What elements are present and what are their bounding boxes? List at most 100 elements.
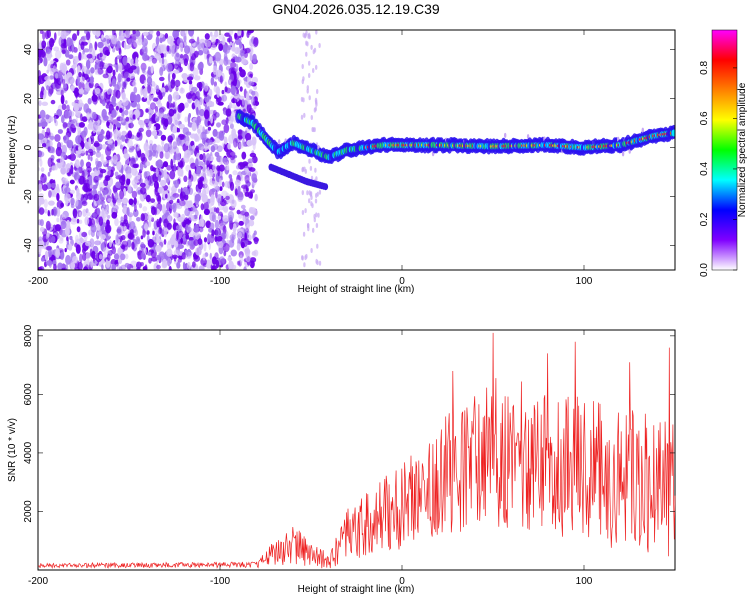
spectrogram-cell (318, 189, 322, 195)
spectrogram-cell (45, 260, 53, 266)
spectrogram-cell (204, 33, 210, 40)
spectrogram-cell (92, 184, 98, 190)
spectrogram-cell (179, 199, 186, 207)
spectrogram-cell (87, 169, 91, 177)
spectrogram-y-label: Frequency (Hz) (7, 116, 18, 185)
colorbar-ticks: 0.0 0.2 0.4 0.6 0.8 (699, 61, 737, 277)
spectrogram-cell (145, 194, 151, 203)
spectrogram-cell (242, 59, 249, 65)
spectrogram-cell (213, 229, 219, 236)
spectrogram-cell (239, 86, 243, 92)
spectrogram-cell (87, 123, 93, 130)
spectrogram-panel: -200 -100 0 100 40 20 0 -20 -40 Height of strai… (7, 29, 676, 295)
spectrogram-cell (78, 122, 85, 128)
spectrogram-cell (85, 150, 89, 156)
spectrogram-cell (89, 195, 95, 200)
spectrogram-cell (45, 220, 51, 231)
spectrogram-cell (38, 246, 42, 255)
spectrogram-cell (191, 92, 197, 102)
spectrogram-cell (108, 116, 114, 123)
spectrogram-cell (203, 237, 208, 243)
spectrogram-cell (99, 52, 103, 58)
spectrogram-cell (125, 121, 129, 130)
spectrogram-cell (144, 150, 150, 158)
spectrogram-cell (210, 194, 215, 203)
spectrogram-cell (173, 212, 179, 218)
spectrogram-cell (526, 134, 530, 140)
spectrogram-cell (315, 99, 318, 105)
spectrogram-cell (216, 91, 220, 98)
spectrogram-cell (232, 56, 236, 63)
spectrogram-cell (249, 257, 257, 263)
spectrogram-cell (235, 63, 239, 72)
spectrogram-cell (119, 108, 123, 113)
spectrogram-cell (94, 168, 100, 177)
spectrogram-cell (75, 266, 80, 270)
spectrogram-cell (225, 108, 232, 117)
spectrogram-cell (197, 238, 203, 246)
spectrogram-cell (93, 193, 100, 202)
spectrogram-cell (185, 224, 189, 230)
spectrogram-cell (179, 42, 184, 49)
spectrogram-cell (101, 55, 106, 62)
spectrogram-cell (186, 250, 193, 256)
spectrogram-cell (69, 179, 75, 185)
spectrogram-cell (177, 258, 182, 263)
spectrogram-cell (123, 41, 127, 50)
spectrogram-cell (204, 184, 210, 195)
spectrogram-cell (253, 230, 257, 236)
spectrogram-cell (246, 76, 252, 83)
spectrogram-cell (211, 265, 217, 270)
spectrogram-cell (166, 178, 170, 184)
spectrogram-cell (314, 106, 317, 112)
spectrogram-cell (48, 200, 55, 206)
spectrogram-cell (133, 197, 137, 205)
spectrogram-cell (323, 183, 329, 191)
spectrogram-cell (223, 136, 228, 145)
spectrogram-cell (68, 76, 75, 85)
spectrogram-cell (96, 123, 101, 133)
spectrogram-cell (224, 81, 227, 87)
spectrogram-cell (177, 104, 183, 113)
spectrogram-cell (229, 181, 235, 191)
spectrogram-cell (44, 137, 47, 144)
spectrogram-cell (82, 48, 90, 53)
spectrogram-cell (73, 60, 78, 68)
spectrogram-cell (133, 265, 137, 270)
spectrogram-cell (203, 208, 210, 216)
spectrogram-cell (123, 148, 128, 158)
spectrogram-cell (216, 131, 222, 139)
spectrogram-cell (107, 71, 112, 81)
spectrogram-cell (112, 154, 118, 165)
snr-x-ticks: -200 -100 0 100 (28, 330, 593, 587)
spectrogram-cell (134, 203, 137, 213)
spectrogram-cell (301, 210, 305, 215)
spectrogram-cell (56, 193, 60, 201)
spectrogram-cell (68, 243, 73, 251)
spectrogram-cell (126, 207, 130, 216)
spectrogram-cell (75, 234, 79, 243)
spectrogram-cell (308, 32, 311, 38)
spectrogram-cell (155, 244, 162, 252)
spectrogram-cell (127, 130, 133, 139)
spectrogram-cell (64, 110, 70, 119)
spectrogram-cell (108, 123, 113, 130)
spectrogram-cell (225, 231, 229, 240)
spectrogram-cell (114, 217, 119, 227)
spectrogram-cell (40, 167, 45, 173)
spectrogram-cell (75, 244, 81, 254)
spectrogram-cell (146, 230, 150, 235)
spectrogram-cell (202, 152, 206, 163)
spectrogram-cell (84, 264, 90, 270)
spectrogram-cell (229, 102, 233, 109)
spectrogram-cell (185, 140, 191, 146)
spectrogram-cell (238, 213, 243, 219)
snr-y-label: SNR (10 * v/v) (7, 418, 18, 482)
spectrogram-cell (312, 68, 315, 73)
spectrogram-cell (236, 243, 241, 251)
spectrogram-cell (78, 219, 83, 224)
spectrogram-cell (156, 254, 161, 260)
spectrogram-cell (112, 47, 116, 53)
spectrogram-cell (145, 118, 150, 124)
spectrogram-y-tick-label: 40 (23, 44, 34, 56)
